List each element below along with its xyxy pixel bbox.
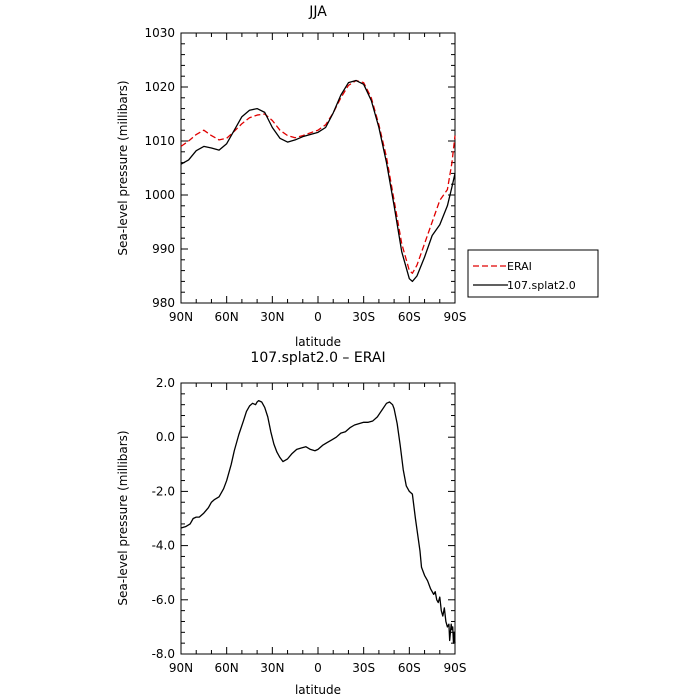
bottom-plot-frame [180,382,456,655]
bottom-y-tick-label: -4.0 [152,539,175,553]
bottom-y-tick-label: 2.0 [156,376,175,390]
bottom-x-tick-label: 0 [314,661,322,675]
top-x-ticks: 90N 60N 30N 0 30S 60S 90S [169,33,467,324]
bottom-y-ticks: -8.0 -6.0 -4.0 -2.0 0.0 2.0 [152,376,455,661]
bottom-x-tick-label: 30S [352,661,375,675]
bottom-x-tick-label: 60S [398,661,421,675]
legend-label-erai: ERAI [507,260,532,273]
bottom-y-tick-label: -2.0 [152,484,175,498]
top-panel: JJA 980 990 1000 1010 1020 1030 90N 60N 30N 0 30S… [116,4,599,349]
top-x-tick-label: 30N [260,310,284,324]
top-x-tick-label: 0 [314,310,322,324]
bottom-y-tick-label: -6.0 [152,593,175,607]
bottom-x-tick-label: 60N [215,661,239,675]
top-y-tick-label: 1020 [144,80,175,94]
top-y-ticks: 980 990 1000 1010 1020 1030 [144,26,455,310]
top-x-tick-label: 90S [444,310,467,324]
top-x-tick-label: 90N [169,310,193,324]
top-series-erai [180,79,456,274]
bottom-x-tick-label: 30N [260,661,284,675]
top-x-tick-label: 30S [352,310,375,324]
bottom-y-tick-label: -8.0 [152,647,175,661]
bottom-x-tick-label: 90S [444,661,467,675]
legend-label-107-splat2-0: 107.splat2.0 [507,279,576,292]
top-y-tick-label: 1010 [144,134,175,148]
top-y-axis-label: Sea-level pressure (millibars) [116,80,130,255]
top-y-tick-label: 1030 [144,26,175,40]
bottom-series-difference [180,399,456,644]
top-chart-title: JJA [308,4,327,20]
bottom-x-axis-label: latitude [295,683,341,697]
top-series-107-splat2-0 [180,79,456,283]
legend: ERAI 107.splat2.0 [467,249,599,298]
bottom-y-tick-label: 0.0 [156,430,175,444]
top-y-tick-label: 1000 [144,188,175,202]
bottom-x-ticks: 90N 60N 30N 0 30S 60S 90S [169,383,467,675]
bottom-x-tick-label: 90N [169,661,193,675]
top-y-tick-label: 980 [152,296,175,310]
bottom-series-lines [180,399,456,644]
top-y-tick-label: 990 [152,242,175,256]
legend-box [467,249,599,298]
bottom-y-axis-label: Sea-level pressure (millibars) [116,430,130,605]
top-plot-frame [180,32,456,304]
top-x-tick-label: 60S [398,310,421,324]
bottom-chart-title: 107.splat2.0 – ERAI [250,350,385,366]
top-x-axis-label: latitude [295,335,341,349]
bottom-panel: 107.splat2.0 – ERAI -8.0 -6.0 -4.0 -2.0 0.0 2… [116,350,466,697]
top-x-tick-label: 60N [215,310,239,324]
top-series-lines [180,79,456,283]
